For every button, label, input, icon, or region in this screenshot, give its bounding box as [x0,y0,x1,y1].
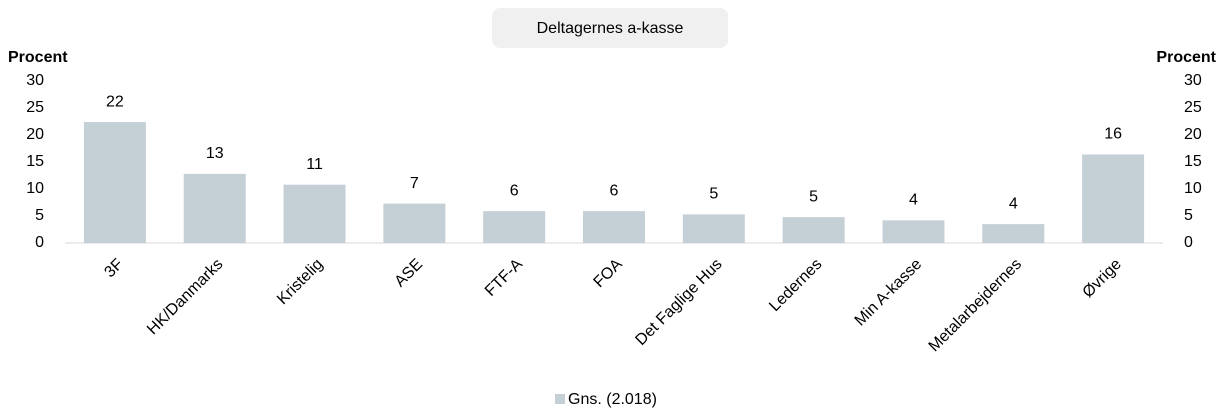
y-tick-label: 5 [35,207,44,224]
y-tick-label: 15 [26,153,44,170]
x-tick-label: Metalarbejdernes [926,256,1025,355]
y2-tick-label: 5 [1184,207,1193,224]
data-label: 4 [909,192,918,209]
data-label: 7 [410,175,419,192]
bar [383,203,446,243]
bar [682,214,745,243]
y-tick-label: 20 [26,126,44,143]
bar [183,173,246,243]
bar [283,184,346,243]
y2-tick-label: 30 [1184,72,1202,89]
y-tick-label: 25 [26,99,44,116]
bar [982,224,1045,243]
chart-title: Deltagernes a-kasse [537,20,684,37]
data-label: 13 [206,145,224,162]
x-tick-label: Kristelig [274,256,326,308]
y2-tick-label: 10 [1184,180,1202,197]
bar [483,211,546,243]
y2-tick-label: 0 [1184,234,1193,251]
y-axis-label: Procent [8,49,68,66]
bar [882,220,945,243]
x-tick-label: FTF-A [482,256,526,300]
title-box [492,8,728,48]
x-tick-label: FOA [591,256,627,292]
x-tick-label: Det Faglige Hus [632,256,725,349]
x-tick-label: Min A-kasse [852,256,926,330]
data-label: 16 [1104,126,1122,143]
legend-label: Gns. (2.018) [568,391,657,408]
y-tick-label: 0 [35,234,44,251]
y-tick-label: 10 [26,180,44,197]
y2-tick-label: 15 [1184,153,1202,170]
bar [83,122,146,243]
x-tick-label: ASE [392,256,427,291]
data-label: 6 [510,182,519,199]
bar [583,211,645,243]
bar [1082,154,1145,243]
data-label: 22 [106,93,124,110]
data-label: 11 [306,156,323,173]
x-tick-label: 3F [101,256,126,281]
y2-axis-label: Procent [1156,49,1216,66]
bar [782,217,845,243]
y-tick-label: 30 [26,72,44,89]
legend-swatch [555,394,565,404]
x-tick-label: HK/Danmarks [144,256,226,338]
x-tick-label: Ledernes [766,256,825,315]
data-label: 4 [1009,195,1018,212]
y2-tick-label: 25 [1184,99,1202,116]
data-label: 5 [709,186,718,203]
data-label: 6 [610,182,619,199]
x-tick-label: Øvrige [1080,256,1125,301]
data-label: 5 [809,188,818,205]
y2-tick-label: 20 [1184,126,1202,143]
